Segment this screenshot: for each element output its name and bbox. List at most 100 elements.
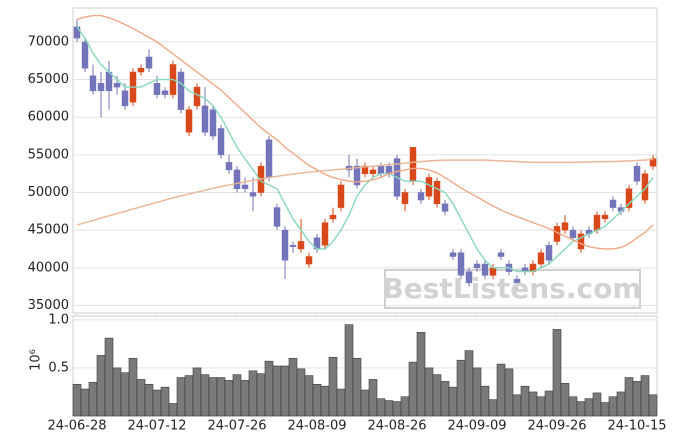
volume-bar: [152, 389, 162, 417]
candle-body: [241, 184, 249, 189]
volume-bar: [184, 375, 194, 417]
candle-body: [73, 26, 81, 39]
volume-bar: [448, 386, 458, 417]
volume-bar: [376, 398, 386, 417]
watermark: BestListens.com: [382, 272, 641, 305]
volume-bar: [544, 390, 554, 417]
candle-body: [121, 90, 129, 107]
candle-body: [481, 263, 489, 276]
candle-body: [153, 83, 161, 95]
candle-body: [497, 252, 505, 257]
volume-bar: [104, 337, 114, 417]
candle-body: [273, 207, 281, 227]
volume-bar: [88, 382, 98, 417]
volume-bar: [80, 388, 90, 417]
volume-bar: [128, 358, 138, 417]
volume-bar: [624, 377, 634, 417]
candle-body: [633, 165, 641, 182]
y-axis-label: 10⁶: [29, 349, 44, 371]
volume-bar: [512, 394, 522, 417]
volume-bar: [456, 359, 466, 417]
candle-body: [473, 263, 481, 269]
price-frame: [72, 7, 658, 314]
volume-bar: [176, 377, 186, 417]
volume-bar: [608, 396, 618, 417]
y-tick-label: 60000: [28, 110, 69, 125]
volume-bar: [584, 398, 594, 417]
volume-bar: [560, 383, 570, 417]
volume-bar: [96, 355, 106, 417]
volume-bar: [384, 400, 394, 417]
volume-bar: [288, 358, 298, 417]
candle-body: [377, 165, 385, 174]
candle-body: [601, 214, 609, 220]
candle-body: [249, 192, 257, 197]
candle-body: [233, 169, 241, 189]
candle-body: [137, 67, 145, 73]
volume-bar: [392, 401, 402, 417]
volume-bar: [200, 374, 210, 417]
candle-body: [401, 192, 409, 205]
y-tick-label: 1.0: [48, 312, 69, 327]
candle-body: [593, 214, 601, 231]
volume-bar: [576, 401, 586, 417]
volume-bar: [216, 377, 226, 417]
candle-body: [369, 169, 377, 174]
volume-bar: [224, 380, 234, 417]
candle-body: [281, 229, 289, 261]
candle-body: [337, 184, 345, 208]
candle-body: [321, 222, 329, 246]
volume-bar: [464, 350, 474, 417]
candle-body: [577, 233, 585, 250]
volume-bar: [144, 383, 154, 417]
candle-body: [185, 109, 193, 133]
volume-bar: [592, 392, 602, 417]
volume-bar: [504, 368, 514, 417]
volume-bar: [280, 365, 290, 417]
volume-bar: [232, 374, 242, 417]
candle-body: [417, 192, 425, 201]
volume-bar: [600, 402, 610, 417]
volume-bar: [344, 324, 354, 417]
x-tick-label: 24-07-26: [207, 419, 266, 434]
candle-body: [625, 188, 633, 208]
candle-body: [441, 203, 449, 212]
candle-body: [145, 56, 153, 69]
moving-average-line: [76, 26, 654, 273]
candle-body: [353, 165, 361, 186]
candle-body: [457, 252, 465, 276]
candle-body: [609, 199, 617, 208]
volume-bar: [648, 394, 658, 417]
candle-body: [641, 173, 649, 201]
volume-bar: [408, 361, 418, 417]
volume-bar: [248, 370, 258, 417]
candle-body: [537, 252, 545, 265]
candle-body: [177, 71, 185, 110]
y-tick-label: 70000: [28, 34, 69, 49]
x-tick-label: 24-10-15: [607, 419, 666, 434]
candle-body: [193, 86, 201, 107]
x-tick-label: 24-09-26: [527, 419, 586, 434]
candle-body: [561, 222, 569, 231]
y-tick-label: 35000: [28, 298, 69, 313]
candle-body: [545, 244, 553, 261]
volume-bar: [320, 385, 330, 417]
x-tick-label: 24-06-28: [47, 419, 106, 434]
candle-body: [513, 278, 521, 284]
y-tick-label: 40000: [28, 260, 69, 275]
candle-body: [305, 256, 313, 265]
candle-body: [569, 229, 577, 238]
volume-bar: [424, 367, 434, 417]
candle-body: [433, 180, 441, 205]
candle-body: [201, 105, 209, 133]
volume-bar: [304, 375, 314, 417]
y-tick-label: 50000: [28, 185, 69, 200]
candle-body: [217, 128, 225, 156]
candle-body: [265, 139, 273, 178]
candle-body: [81, 41, 89, 69]
candle-body: [161, 90, 169, 95]
volume-bar: [208, 377, 218, 417]
volume-bar: [168, 403, 178, 417]
